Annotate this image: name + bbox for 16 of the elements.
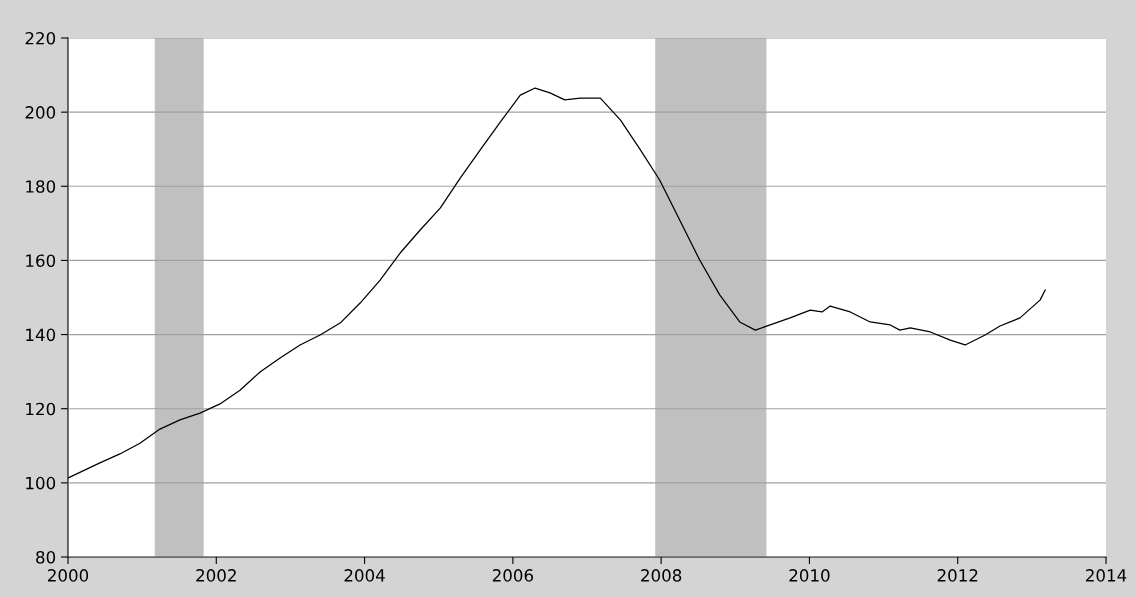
- x-tick-label: 2008: [641, 569, 682, 582]
- x-tick-label: 2004: [344, 569, 385, 582]
- x-tick-label: 2012: [937, 569, 978, 582]
- x-tick-label: 2014: [1086, 569, 1127, 582]
- y-tick-label: 200: [25, 106, 56, 119]
- x-tick-label: 2010: [789, 569, 830, 582]
- y-tick-label: 180: [26, 180, 56, 193]
- x-tick-label: 2002: [196, 569, 236, 582]
- y-tick-label: 160: [26, 254, 56, 267]
- y-tick-label: 80: [36, 550, 56, 564]
- x-tick-label: 2000: [48, 569, 89, 582]
- y-tick-label: 100: [26, 476, 56, 490]
- y-tick-label: 120: [26, 402, 56, 416]
- x-tick-label: 2006: [492, 569, 534, 582]
- y-tick-label: 140: [26, 328, 56, 342]
- y-tick-label: 220: [25, 31, 56, 45]
